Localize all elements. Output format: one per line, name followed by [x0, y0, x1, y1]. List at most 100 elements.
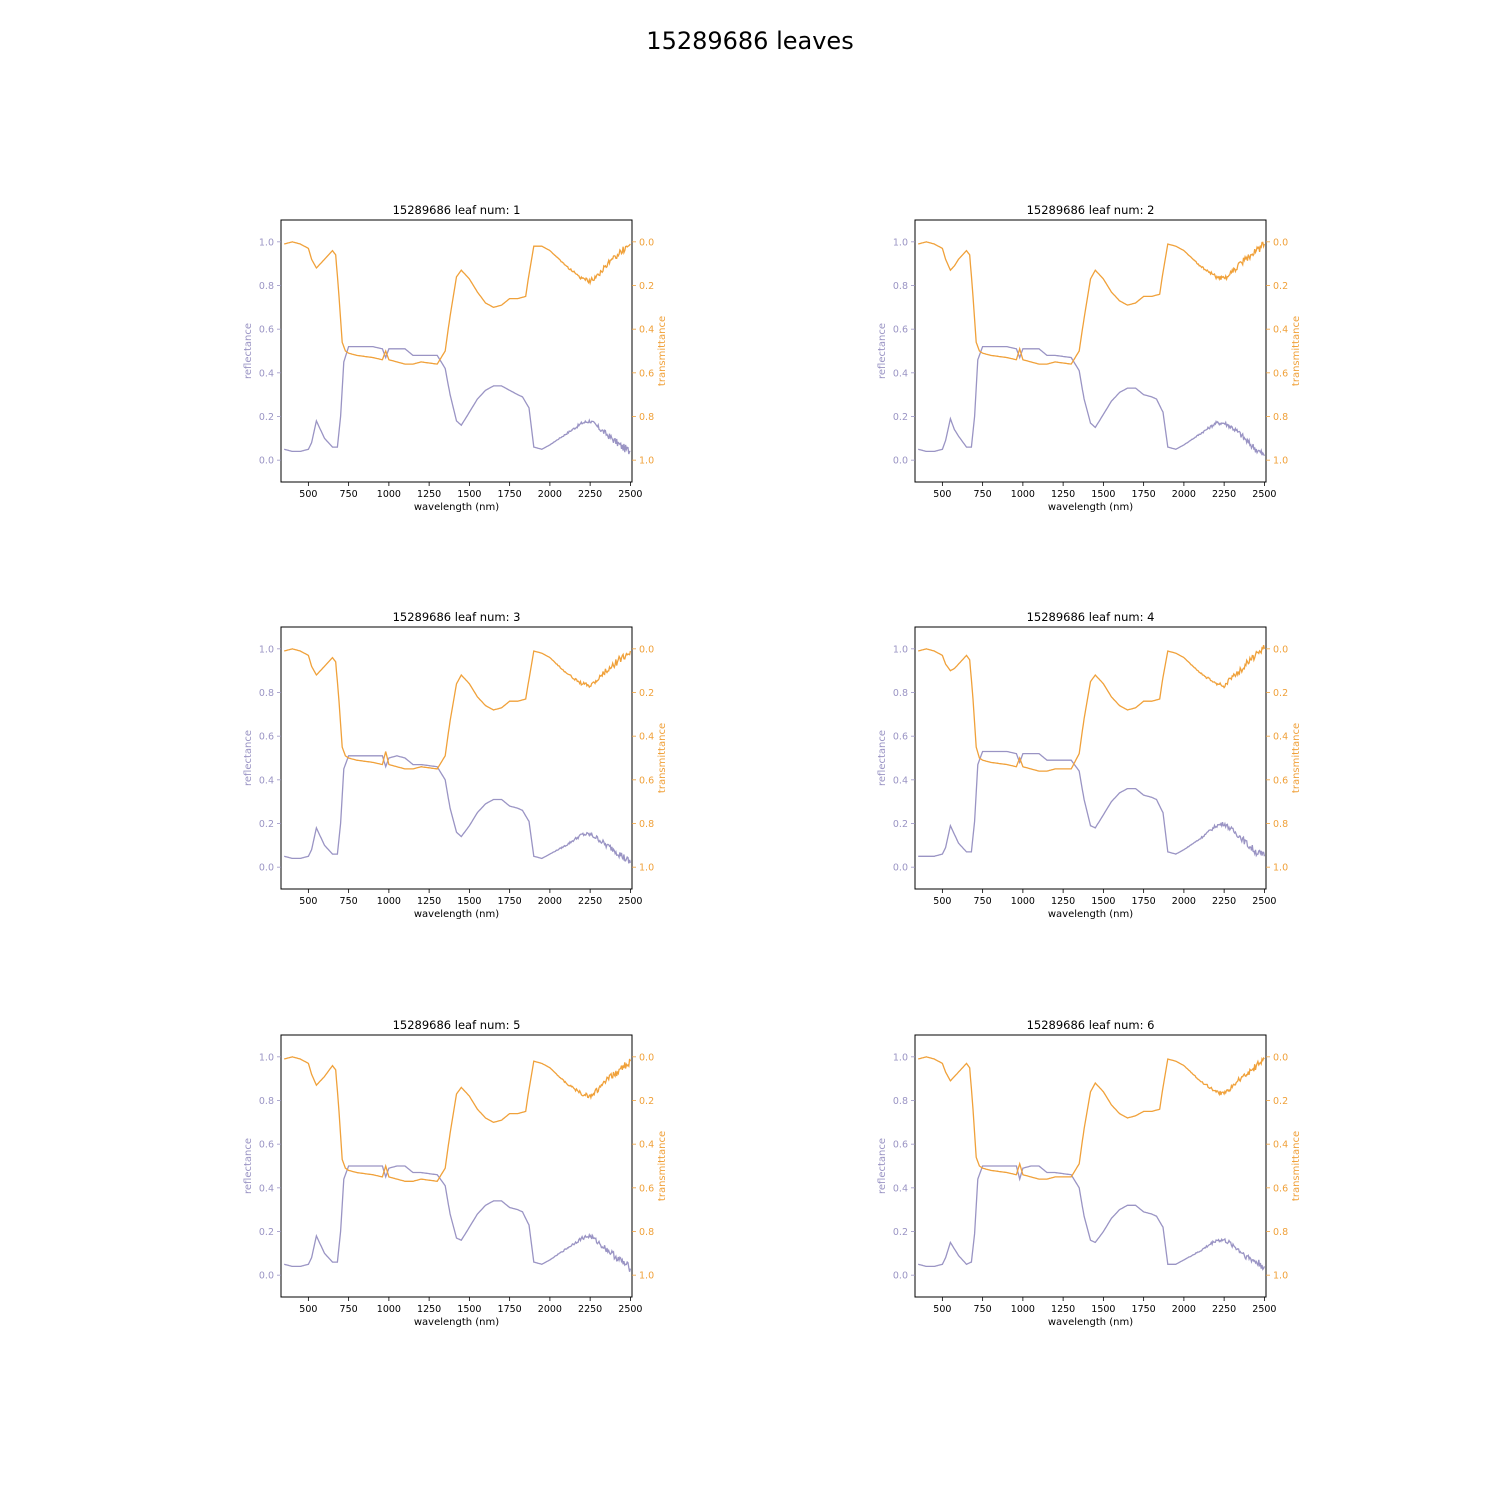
x-axis-label: wavelength (nm): [414, 1317, 499, 1328]
x-tick-label: 750: [974, 1304, 992, 1315]
x-tick-label: 2000: [1172, 1304, 1196, 1315]
subplot-title: 15289686 leaf num: 3: [393, 610, 521, 624]
x-tick-label: 1000: [377, 489, 401, 500]
y-tick-label: 0.8: [893, 688, 908, 699]
x-tick-label: 1500: [1091, 489, 1115, 500]
y2-tick-label: 1.0: [1273, 456, 1288, 467]
x-tick-label: 1500: [457, 1304, 481, 1315]
y2-axis-label: transmittance: [1291, 1131, 1302, 1201]
reflectance-line: [918, 1165, 1266, 1271]
y-tick-label: 0.6: [259, 325, 274, 336]
x-tick-label: 1000: [1011, 896, 1035, 907]
transmittance-line: [284, 1056, 632, 1182]
y-axis-label: reflectance: [877, 323, 888, 379]
subplot-6: 500 750 1000 1250 1500 1750 2000 2250 2500 0.0 0.2…: [877, 1018, 1302, 1328]
x-tick-label: 1750: [1132, 1304, 1156, 1315]
subplot-title: 15289686 leaf num: 2: [1027, 203, 1155, 217]
transmittance-line: [918, 1056, 1265, 1180]
x-tick-label: 2250: [1212, 1304, 1236, 1315]
x-tick-label: 2250: [1212, 896, 1236, 907]
x-tick-label: 2250: [1212, 489, 1236, 500]
transmittance-line: [284, 241, 631, 365]
y-tick-label: 0.2: [259, 1227, 274, 1238]
x-tick-label: 2500: [1252, 489, 1276, 500]
y-tick-label: 0.2: [893, 819, 908, 830]
x-tick-label: 2000: [538, 896, 562, 907]
x-tick-label: 2000: [1172, 489, 1196, 500]
reflectance-line: [918, 345, 1265, 457]
x-tick-label: 1250: [417, 1304, 441, 1315]
y2-tick-label: 0.8: [639, 412, 654, 423]
y2-axis-label: transmittance: [657, 316, 668, 386]
y-tick-label: 0.2: [259, 412, 274, 423]
y2-tick-label: 0.2: [1273, 1096, 1288, 1107]
y2-tick-label: 0.2: [639, 281, 654, 292]
y-tick-label: 1.0: [259, 644, 274, 655]
x-tick-label: 500: [933, 489, 951, 500]
subplot-title: 15289686 leaf num: 1: [393, 203, 521, 217]
y2-tick-label: 1.0: [1273, 863, 1288, 874]
y-tick-label: 0.6: [893, 732, 908, 743]
y2-tick-label: 0.6: [639, 1183, 654, 1194]
subplot-1: 500 750 1000 1250 1500 1750 2000 2250 2500 0.0 0.2…: [243, 203, 668, 513]
subplot-title: 15289686 leaf num: 4: [1027, 610, 1155, 624]
y-tick-label: 1.0: [893, 237, 908, 248]
y2-tick-label: 1.0: [639, 863, 654, 874]
x-tick-label: 1750: [1132, 896, 1156, 907]
y-tick-label: 0.8: [893, 281, 908, 292]
y-tick-label: 0.6: [259, 1140, 274, 1151]
y2-tick-label: 0.6: [1273, 1183, 1288, 1194]
transmittance-line: [918, 645, 1266, 772]
subplot-title: 15289686 leaf num: 5: [393, 1018, 521, 1032]
y2-tick-label: 0.0: [1273, 237, 1288, 248]
y2-tick-label: 0.0: [639, 1052, 654, 1063]
y2-tick-label: 0.2: [639, 688, 654, 699]
y-tick-label: 0.0: [259, 863, 274, 874]
y2-tick-label: 0.6: [1273, 368, 1288, 379]
x-tick-label: 1750: [498, 1304, 522, 1315]
plot-frame: [914, 219, 1267, 483]
y2-axis-label: transmittance: [657, 1131, 668, 1201]
x-tick-label: 2250: [578, 1304, 602, 1315]
y2-tick-label: 0.4: [1273, 325, 1288, 336]
y2-tick-label: 0.0: [639, 237, 654, 248]
y2-axis-label: transmittance: [1291, 316, 1302, 386]
y-tick-label: 0.6: [893, 1140, 908, 1151]
figure-title: 15289686 leaves: [646, 27, 853, 55]
y2-tick-label: 0.0: [639, 644, 654, 655]
y-tick-label: 0.8: [259, 688, 274, 699]
subplot-4: 500 750 1000 1250 1500 1750 2000 2250 2500 0.0 0.2…: [877, 610, 1302, 920]
x-tick-label: 750: [340, 896, 358, 907]
x-tick-label: 750: [340, 489, 358, 500]
x-tick-label: 500: [933, 896, 951, 907]
x-tick-label: 1250: [1051, 1304, 1075, 1315]
x-axis-label: wavelength (nm): [414, 909, 499, 920]
x-tick-label: 1500: [1091, 896, 1115, 907]
y-tick-label: 1.0: [259, 237, 274, 248]
reflectance-line: [284, 755, 632, 864]
x-tick-label: 1500: [457, 896, 481, 907]
y-axis-label: reflectance: [877, 1138, 888, 1194]
y2-tick-label: 0.6: [1273, 775, 1288, 786]
x-axis-label: wavelength (nm): [1048, 909, 1133, 920]
y2-tick-label: 1.0: [639, 1271, 654, 1282]
subplot-grid: 500 750 1000 1250 1500 1750 2000 2250 2500 0.0 0.2…: [243, 203, 1302, 1328]
y-tick-label: 0.8: [259, 1096, 274, 1107]
y2-tick-label: 0.4: [639, 1140, 654, 1151]
x-tick-label: 2500: [1252, 1304, 1276, 1315]
y-tick-label: 0.2: [893, 412, 908, 423]
x-tick-label: 1500: [1091, 1304, 1115, 1315]
y-tick-label: 0.8: [259, 281, 274, 292]
reflectance-line: [284, 1165, 632, 1272]
y-tick-label: 1.0: [893, 1052, 908, 1063]
reflectance-line: [284, 345, 631, 455]
y2-tick-label: 1.0: [1273, 1271, 1288, 1282]
y2-tick-label: 0.8: [639, 819, 654, 830]
x-tick-label: 1750: [498, 489, 522, 500]
x-tick-label: 1000: [1011, 489, 1035, 500]
x-tick-label: 2000: [538, 1304, 562, 1315]
x-axis-label: wavelength (nm): [1048, 502, 1133, 513]
plot-frame: [280, 1034, 633, 1298]
y-axis-label: reflectance: [243, 1138, 254, 1194]
